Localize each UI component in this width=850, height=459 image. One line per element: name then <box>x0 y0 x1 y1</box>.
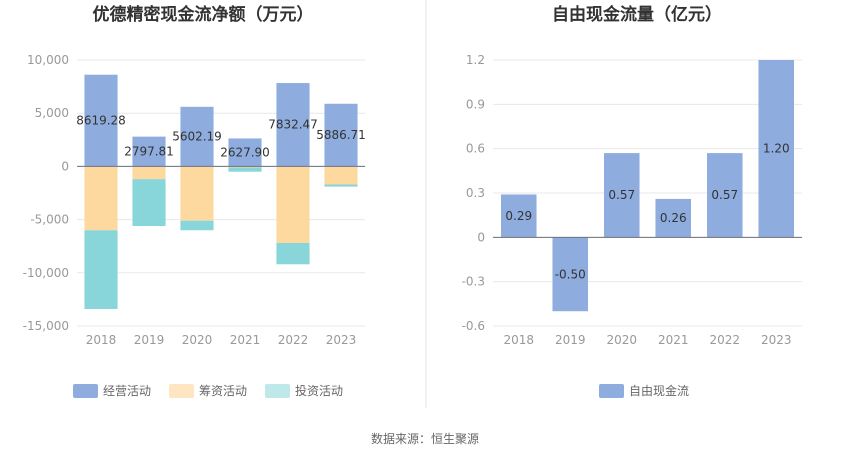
data-label: 5602.19 <box>172 130 222 144</box>
bar[interactable] <box>276 243 310 265</box>
data-label: -0.50 <box>555 267 586 281</box>
chart1-legend[interactable]: 经营活动 筹资活动 投资活动 <box>73 383 343 398</box>
data-label: 2797.81 <box>124 145 174 159</box>
bar[interactable] <box>84 166 118 231</box>
chart1-plot: 10,000 5,000 0 -5,000 -10,000 -15,000 8619.28 2… <box>23 53 366 347</box>
bar[interactable] <box>324 103 358 167</box>
x-tick-label: 2022 <box>278 333 309 347</box>
bar[interactable] <box>276 166 310 244</box>
legend-label[interactable]: 自由现金流 <box>629 383 689 398</box>
x-tick-label: 2020 <box>182 333 213 347</box>
legend-label[interactable]: 经营活动 <box>103 384 151 398</box>
x-tick-label: 2020 <box>606 333 637 347</box>
bar[interactable] <box>500 194 537 238</box>
x-tick-label: 2018 <box>86 333 117 347</box>
bar[interactable] <box>552 237 589 312</box>
y-tick-label: 0 <box>61 159 69 173</box>
data-label: 0.57 <box>711 188 738 202</box>
data-source: 数据来源：恒生聚源 <box>371 431 479 446</box>
x-tick-label: 2023 <box>761 333 792 347</box>
chart2-legend[interactable]: 自由现金流 <box>599 383 689 398</box>
bar[interactable] <box>655 198 692 238</box>
bar[interactable] <box>84 74 118 167</box>
y-tick-label: -5,000 <box>30 213 69 227</box>
legend-swatch[interactable] <box>265 384 290 398</box>
x-tick-label: 2023 <box>326 333 357 347</box>
bar[interactable] <box>180 166 214 221</box>
y-tick-label: -0.6 <box>462 319 485 333</box>
x-tick-label: 2022 <box>709 333 740 347</box>
chart1-title: 优德精密现金流净额（万元） <box>93 4 314 25</box>
legend-swatch[interactable] <box>599 384 624 398</box>
bar[interactable] <box>132 136 166 167</box>
bar[interactable] <box>132 179 166 226</box>
legend-label[interactable]: 投资活动 <box>295 383 343 398</box>
x-tick-label: 2019 <box>134 333 165 347</box>
chart2-plot: 1.2 0.9 0.6 0.3 0 -0.3 -0.6 0.29 -0.50 0.57 0.26 0.… <box>462 53 802 347</box>
bar[interactable] <box>180 220 214 231</box>
y-tick-label: -0.3 <box>462 275 485 289</box>
x-tick-label: 2018 <box>503 333 534 347</box>
x-tick-label: 2021 <box>658 333 689 347</box>
bar[interactable] <box>228 167 262 172</box>
bar[interactable] <box>324 166 358 185</box>
data-label: 0.57 <box>608 188 635 202</box>
chart2-title: 自由现金流量（亿元） <box>552 4 722 25</box>
bar[interactable] <box>276 83 310 167</box>
y-tick-label: 0.6 <box>466 142 485 156</box>
data-label: 0.29 <box>505 209 532 223</box>
y-tick-label: -15,000 <box>23 319 69 333</box>
bar[interactable] <box>324 184 358 187</box>
legend-label[interactable]: 筹资活动 <box>199 384 247 398</box>
legend-swatch[interactable] <box>73 384 98 398</box>
data-label: 5886.71 <box>316 128 366 142</box>
y-tick-label: 10,000 <box>27 53 69 67</box>
bar[interactable] <box>132 166 166 180</box>
y-tick-label: 1.2 <box>466 53 485 67</box>
bar[interactable] <box>758 60 795 238</box>
y-tick-label: 0.3 <box>466 186 485 200</box>
bar[interactable] <box>706 153 743 238</box>
bar[interactable] <box>228 166 262 168</box>
data-label: 1.20 <box>763 142 790 156</box>
y-tick-label: 0 <box>477 230 485 244</box>
x-tick-label: 2019 <box>555 333 586 347</box>
data-label: 8619.28 <box>76 114 126 128</box>
y-tick-label: -10,000 <box>23 266 69 280</box>
data-label: 7832.47 <box>268 118 318 132</box>
y-tick-label: 5,000 <box>35 106 69 120</box>
y-tick-label: 0.9 <box>466 97 485 111</box>
bar[interactable] <box>180 106 214 167</box>
x-tick-label: 2021 <box>230 333 261 347</box>
bar[interactable] <box>228 138 262 167</box>
bar[interactable] <box>603 153 640 238</box>
data-label: 0.26 <box>660 211 687 225</box>
data-label: 2627.90 <box>220 145 270 159</box>
bar[interactable] <box>84 230 118 309</box>
legend-swatch[interactable] <box>169 384 194 398</box>
